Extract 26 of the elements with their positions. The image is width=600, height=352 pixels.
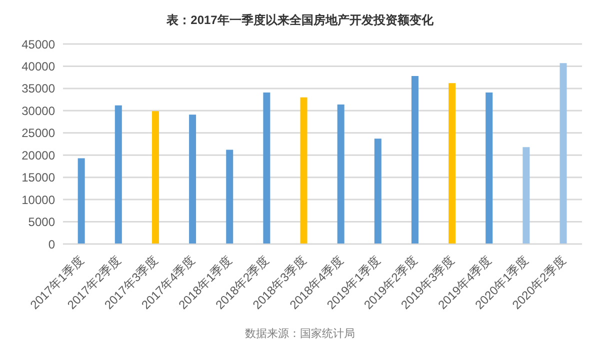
y-tick-label: 35000	[22, 82, 56, 96]
bar	[522, 147, 530, 244]
bar	[486, 92, 493, 244]
bar	[114, 105, 122, 244]
source-note: 数据来源：国家统计局	[244, 326, 356, 341]
bar	[411, 76, 418, 244]
bar	[189, 114, 196, 244]
y-tick-label: 45000	[22, 37, 56, 52]
y-tick-label: 5000	[28, 215, 56, 230]
bar	[263, 92, 270, 244]
bar	[152, 111, 159, 244]
bar	[560, 63, 567, 244]
bar	[300, 97, 308, 244]
y-tick-label: 30000	[22, 104, 56, 118]
y-tick-label: 10000	[22, 192, 56, 207]
bar	[448, 83, 456, 244]
y-tick-label: 15000	[22, 170, 56, 185]
bar	[374, 138, 382, 244]
bar	[337, 104, 344, 244]
y-tick-label: 25000	[22, 126, 56, 140]
y-tick-label: 0	[48, 237, 56, 252]
y-tick-label: 20000	[22, 148, 56, 162]
y-tick-label: 40000	[22, 59, 56, 74]
bar	[78, 158, 85, 244]
chart-title: 表：2017年一季度以来全国房地产开发投资额变化	[166, 12, 434, 29]
bar	[226, 150, 234, 244]
